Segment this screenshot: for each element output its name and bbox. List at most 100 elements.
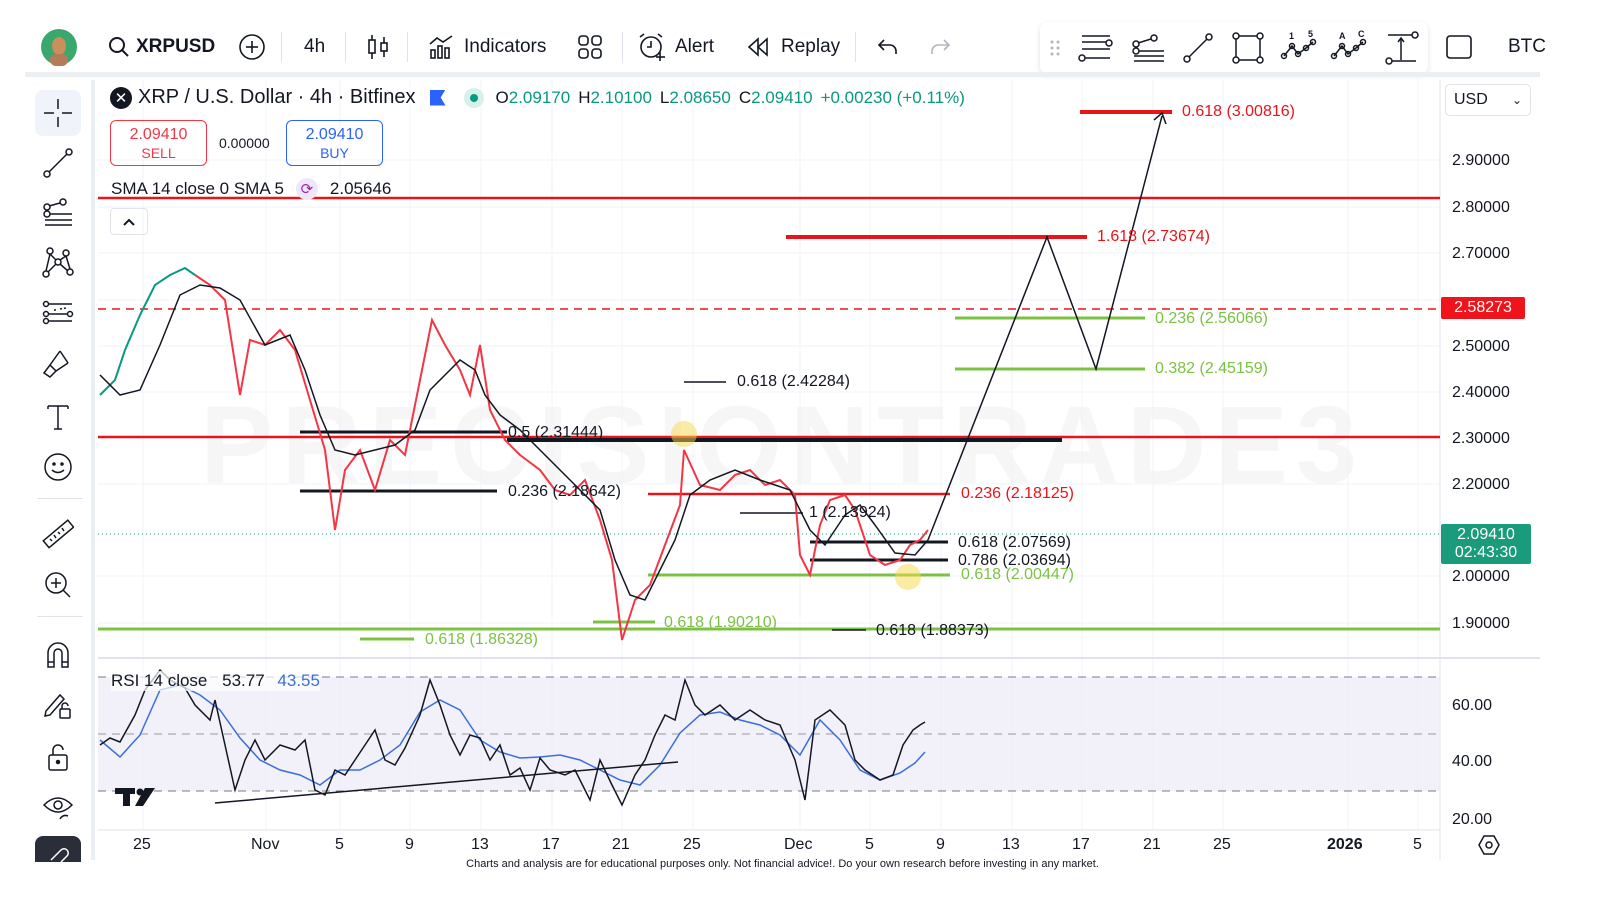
forecast-tool[interactable] xyxy=(35,292,81,338)
smiley-icon xyxy=(44,453,72,481)
svg-text:1: 1 xyxy=(1289,31,1294,41)
link-button[interactable] xyxy=(35,836,81,863)
fib-label: 1 (2.13924) xyxy=(809,504,891,521)
zoom-in-tool[interactable] xyxy=(35,562,81,608)
brush-tool[interactable] xyxy=(35,342,81,388)
price-tick: 2.70000 xyxy=(1452,245,1510,262)
pattern-tool[interactable] xyxy=(35,240,81,286)
rsi-legend[interactable]: RSI 14 close 53.77 43.55 xyxy=(111,671,320,691)
price-tick: 2.50000 xyxy=(1452,338,1510,355)
price-tick: 1.90000 xyxy=(1452,615,1510,632)
time-tick: 17 xyxy=(542,836,560,853)
square-icon xyxy=(1446,35,1472,59)
replay-button[interactable]: Replay xyxy=(747,20,840,74)
parallel-channel-tool[interactable] xyxy=(1128,30,1168,66)
buy-button[interactable]: 2.09410 BUY xyxy=(286,120,383,166)
channel-tool[interactable] xyxy=(35,190,81,236)
rsi-line xyxy=(99,668,926,807)
price-tick: 2.20000 xyxy=(1452,476,1510,493)
fib-label: 0.618 (2.00447) xyxy=(961,566,1074,583)
symbol-search[interactable]: XRPUSD xyxy=(108,20,215,74)
sma-legend[interactable]: SMA 14 close 0 SMA 5 ⟳ 2.05646 xyxy=(111,178,392,200)
flag-icon[interactable] xyxy=(429,89,446,106)
crosshair-icon xyxy=(44,99,72,127)
fib-label: 0.382 (2.45159) xyxy=(1155,360,1268,377)
candles-icon xyxy=(368,35,388,59)
price-tick: 2.80000 xyxy=(1452,199,1510,216)
compare-symbol[interactable]: BTC xyxy=(1508,36,1546,57)
time-tick: 17 xyxy=(1072,836,1090,853)
price-range-icon xyxy=(1385,31,1419,65)
time-tick: 5 xyxy=(335,836,344,853)
fib-label: 0.786 (2.03694) xyxy=(958,552,1071,569)
price-tick: 2.00000 xyxy=(1452,568,1510,585)
fib-label: 0.618 (1.86328) xyxy=(425,631,538,648)
hide-drawings-tool[interactable] xyxy=(35,784,81,830)
link-icon xyxy=(50,848,69,863)
time-tick: 9 xyxy=(936,836,945,853)
crosshair-tool[interactable] xyxy=(35,90,81,136)
chart-settings-button[interactable] xyxy=(1478,834,1500,861)
drag-handle[interactable] xyxy=(1046,30,1064,66)
redo-button[interactable] xyxy=(928,20,952,74)
lock-all-tool[interactable] xyxy=(35,734,81,780)
compare-button[interactable] xyxy=(238,20,266,74)
alert-button[interactable]: Alert xyxy=(637,20,714,74)
pattern-icon xyxy=(42,247,74,278)
lock-drawings-tool[interactable] xyxy=(35,682,81,728)
symbol-title[interactable]: XRP / U.S. Dollar · 4h · Bitfinex xyxy=(138,86,416,108)
emoji-tool[interactable] xyxy=(35,444,81,490)
low-value: 2.08650 xyxy=(669,87,731,107)
sma-value: 2.05646 xyxy=(329,179,392,198)
interval-button[interactable]: 4h xyxy=(304,36,326,57)
fib-label: 0.236 (2.56066) xyxy=(1155,310,1268,327)
chart-legend: ✕ XRP / U.S. Dollar · 4h · Bitfinex O2.0… xyxy=(110,86,965,109)
rsi-ma-line xyxy=(99,684,926,786)
avatar-icon xyxy=(41,29,77,66)
red-level-tag: 2.58273 xyxy=(1441,297,1525,319)
fullscreen-button[interactable] xyxy=(1445,20,1473,74)
disclaimer: Charts and analysis are for educational … xyxy=(466,858,1099,870)
time-tick: Nov xyxy=(251,836,280,853)
trend-line-tool[interactable] xyxy=(35,140,81,186)
price-range-tool[interactable] xyxy=(1382,30,1422,66)
trend-line-tool[interactable] xyxy=(1178,30,1218,66)
time-tick: 25 xyxy=(683,836,701,853)
indicators-button[interactable]: Indicators xyxy=(428,20,546,74)
fib-label: 1.618 (2.73674) xyxy=(1097,228,1210,245)
sell-button[interactable]: 2.09410 SELL xyxy=(110,120,207,166)
avatar[interactable] xyxy=(40,20,78,74)
drag-dots-icon xyxy=(1050,40,1060,56)
plus-circle-icon xyxy=(239,34,265,60)
measure-tool[interactable] xyxy=(35,512,81,558)
chart-type-button[interactable] xyxy=(366,20,390,74)
trend-line-icon xyxy=(43,148,73,178)
horizontal-lines-tool[interactable] xyxy=(1076,30,1116,66)
collapse-legend-button[interactable] xyxy=(110,208,148,235)
rewind-icon xyxy=(747,37,768,57)
currency-select[interactable]: USD ⌄ xyxy=(1445,84,1531,116)
fib-label: 0.618 (1.90210) xyxy=(664,614,777,631)
time-tick: 21 xyxy=(612,836,630,853)
spread-value: 0.00000 xyxy=(219,135,270,151)
chevron-down-icon: ⌄ xyxy=(1511,93,1522,107)
text-tool[interactable] xyxy=(35,394,81,440)
symbol-name: XRPUSD xyxy=(136,36,216,57)
undo-button[interactable] xyxy=(876,20,900,74)
magnet-tool[interactable] xyxy=(35,632,81,678)
trend-line-icon xyxy=(1183,33,1213,63)
zoom-in-icon xyxy=(45,572,71,598)
refresh-icon[interactable]: ⟳ xyxy=(295,178,318,200)
forecast-icon xyxy=(42,300,74,325)
rsi-tick: 40.00 xyxy=(1452,753,1493,770)
rectangle-tool[interactable] xyxy=(1228,30,1268,66)
layouts-button[interactable] xyxy=(577,20,603,74)
time-tick: 13 xyxy=(471,836,489,853)
rectangle-icon xyxy=(1232,32,1264,64)
fib-label: 0.618 (1.88373) xyxy=(876,622,989,639)
projection-path xyxy=(927,115,1163,541)
